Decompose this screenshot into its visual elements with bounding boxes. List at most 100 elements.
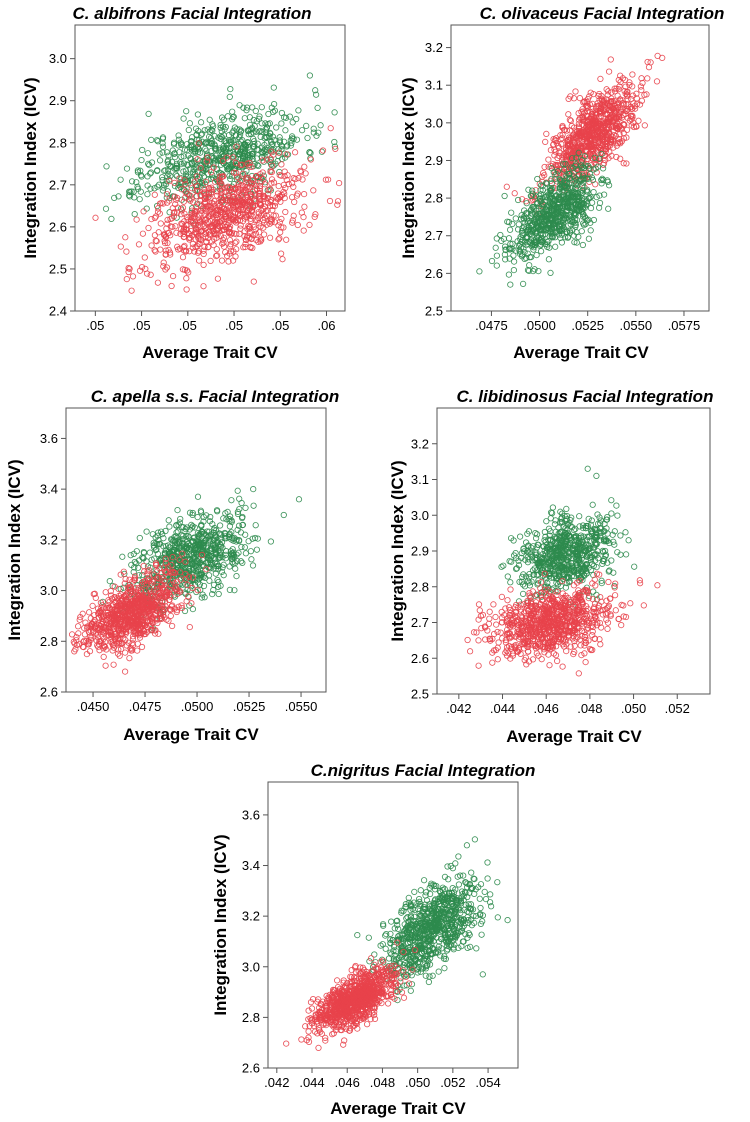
y-tick-label: 2.8 — [411, 579, 429, 594]
scatter-point — [159, 149, 166, 156]
scatter-point — [273, 124, 280, 131]
scatter-point — [171, 153, 179, 161]
scatter-point — [153, 167, 161, 175]
scatter-point — [144, 173, 151, 180]
scatter-point — [196, 173, 203, 181]
scatter-point — [248, 153, 256, 160]
scatter-point — [268, 142, 275, 149]
scatter-point — [278, 120, 285, 127]
scatter-point — [249, 143, 257, 151]
scatter-point — [173, 229, 180, 236]
scatter-point — [231, 158, 238, 165]
scatter-point — [240, 104, 247, 111]
scatter-point — [136, 196, 143, 203]
x-axis-label: Average Trait CV — [513, 343, 649, 362]
scatter-point — [267, 138, 275, 146]
scatter-point — [264, 120, 272, 128]
scatter-point — [170, 140, 178, 148]
scatter-point — [153, 137, 161, 144]
chart-title: C. albifrons Facial Integration — [73, 4, 312, 23]
scatter-point — [190, 148, 197, 155]
scatter-point — [185, 126, 192, 134]
scatter-point — [282, 127, 289, 134]
scatter-point — [258, 120, 265, 127]
scatter-point — [251, 140, 258, 148]
scatter-point — [221, 138, 228, 145]
scatter-point — [260, 172, 267, 179]
scatter-point — [335, 179, 343, 187]
scatter-point — [250, 116, 257, 124]
scatter-point — [317, 122, 324, 129]
scatter-point — [168, 158, 176, 166]
y-axis-label: Integration Index (ICV) — [5, 459, 24, 640]
y-tick-label: 3.2 — [40, 532, 58, 547]
scatter-point — [198, 131, 205, 139]
scatter-point — [224, 141, 231, 149]
scatter-point — [160, 263, 167, 270]
scatter-points — [92, 72, 343, 294]
scatter-point — [293, 136, 301, 143]
scatter-point — [240, 244, 247, 251]
y-tick-label: 2.5 — [411, 687, 429, 702]
chart-title: C. libidinosus Facial Integration — [457, 387, 714, 406]
scatter-point — [200, 250, 207, 258]
scatter-point — [182, 171, 190, 178]
scatter-point — [263, 124, 271, 131]
scatter-point — [312, 87, 319, 94]
y-tick-label: 2.7 — [411, 615, 429, 630]
scatter-point — [290, 135, 297, 143]
y-tick-label: 2.6 — [411, 651, 429, 666]
x-tick-label: .05 — [86, 318, 104, 333]
scatter-point — [209, 123, 217, 130]
scatter-point — [164, 167, 172, 174]
scatter-point — [164, 158, 171, 165]
scatter-point — [187, 166, 194, 173]
scatter-point — [154, 183, 161, 190]
scatter-point — [233, 126, 240, 133]
scatter-point — [253, 128, 260, 135]
scatter-point — [233, 143, 240, 150]
scatter-point — [276, 139, 284, 146]
scatter-point — [186, 144, 193, 151]
scatter-point — [180, 115, 187, 122]
scatter-point — [195, 146, 203, 153]
scatter-point — [197, 119, 205, 126]
scatter-point — [208, 169, 215, 176]
scatter-point — [160, 259, 167, 266]
scatter-point — [134, 167, 142, 174]
scatter-point — [250, 129, 257, 136]
y-axis-label: Integration Index (ICV) — [399, 77, 418, 258]
x-tick-label: .048 — [577, 701, 602, 716]
scatter-point — [168, 282, 175, 290]
scatter-point — [254, 161, 261, 169]
x-tick-label: .050 — [621, 701, 646, 716]
scatter-point — [159, 140, 166, 147]
scatter-point — [208, 140, 215, 148]
x-axis-label: Average Trait CV — [142, 343, 278, 362]
scatter-point — [128, 178, 136, 185]
scatter-point — [209, 127, 216, 134]
scatter-point — [208, 147, 215, 155]
scatter-point — [311, 213, 318, 221]
scatter-point — [255, 162, 262, 170]
y-tick-label: 2.7 — [425, 228, 443, 243]
scatter-point — [248, 172, 256, 180]
scatter-point — [139, 230, 147, 237]
y-tick-label: 3.4 — [40, 482, 58, 497]
scatter-point — [134, 185, 142, 192]
chart-albifrons: C. albifrons Facial Integration .05.05.0… — [21, 4, 346, 362]
scatter-point — [256, 113, 263, 120]
scatter-point — [180, 160, 188, 167]
scatter-point — [169, 147, 176, 154]
x-tick-label: .0575 — [668, 318, 701, 333]
scatter-point — [103, 163, 110, 170]
scatter-point — [284, 142, 291, 149]
scatter-point — [206, 116, 213, 123]
scatter-point — [182, 167, 190, 174]
scatter-point — [172, 171, 179, 178]
scatter-point — [171, 165, 178, 172]
scatter-point — [220, 116, 227, 123]
scatter-point — [145, 160, 152, 168]
scatter-point — [125, 192, 133, 199]
scatter-point — [226, 93, 233, 101]
